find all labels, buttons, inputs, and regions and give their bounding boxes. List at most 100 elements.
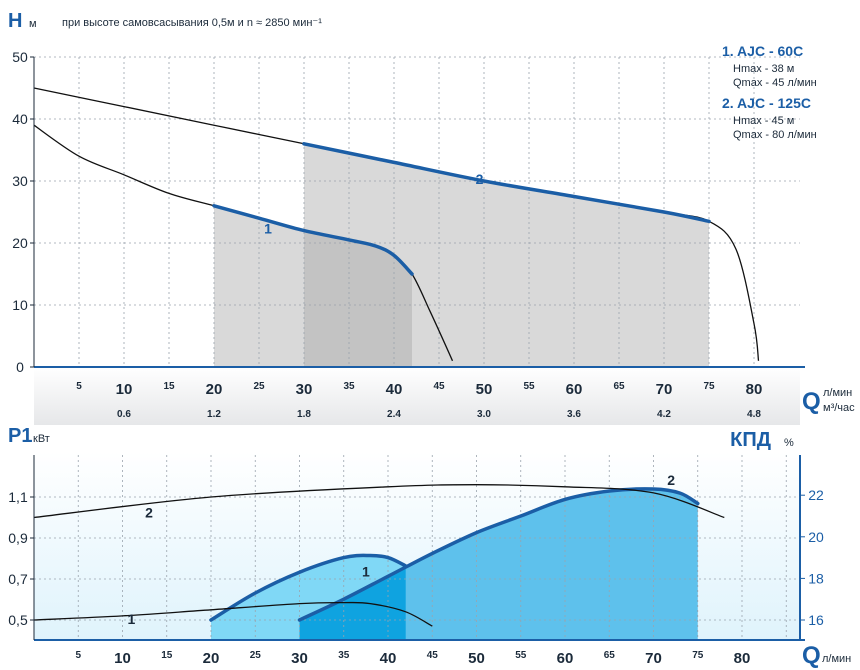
efficiency-y-tick-label: 18	[808, 570, 824, 586]
head-x-tick-label: 80	[746, 381, 763, 398]
head-y-ticks: 0 10 20 30 40 50	[12, 49, 34, 375]
efficiency-y-label: КПД	[730, 429, 771, 451]
power-x-minor-tick-label: 55	[515, 650, 527, 661]
power-y-tick-label: 0,9	[8, 530, 28, 546]
power-efficiency-curves: 1 2 1 2	[33, 472, 725, 627]
head-curve-label-2: 2	[476, 171, 484, 187]
efficiency-y-tick-label: 16	[808, 612, 824, 628]
legend-item-2-qmax: Qmax - 80 л/мин	[733, 129, 817, 141]
power-y-tick-label: 1,1	[8, 489, 28, 505]
head-x-unit-secondary: м³/час	[823, 402, 855, 414]
power-x-tick-label: 60	[557, 650, 574, 667]
efficiency-regions	[211, 488, 698, 640]
power-curve-2	[33, 484, 725, 519]
head-y-tick-label: 10	[12, 297, 28, 313]
head-x-minor-tick-label: 5	[76, 381, 82, 392]
efficiency-y-ticks: 16 18 20 22	[800, 487, 824, 628]
head-x-minor-tick-label: 25	[253, 381, 265, 392]
head-x-tick-label: 40	[386, 381, 403, 398]
power-efficiency-chart: 1 2 1 2 0,5 0,7 0,9 1,1 16 18 20 22 10 20 30 40 50 60 7…	[8, 425, 851, 669]
head-x-secondary-tick-label: 1.2	[207, 409, 221, 420]
head-x-tick-label: 20	[206, 381, 223, 398]
power-x-minor-tick-label: 5	[75, 650, 81, 661]
head-x-minor-tick-label: 75	[703, 381, 715, 392]
head-x-secondary-tick-label: 1.8	[297, 409, 311, 420]
legend-item-1-qmax: Qmax - 45 л/мин	[733, 77, 817, 89]
working-regions	[214, 143, 709, 367]
efficiency-region-overlap	[299, 567, 406, 640]
power-x-minor-tick-label: 35	[338, 650, 350, 661]
head-x-minor-tick-label: 65	[613, 381, 625, 392]
head-x-label: Q	[802, 388, 821, 415]
head-x-secondary-tick-label: 3.6	[567, 409, 581, 420]
power-x-minor-tick-label: 15	[161, 650, 173, 661]
legend-item-1-title: 1. AJC - 60C	[722, 43, 803, 59]
power-y-tick-label: 0,7	[8, 571, 28, 587]
head-curves: 12	[33, 87, 760, 362]
head-x-secondary-tick-label: 3.0	[477, 409, 491, 420]
head-y-unit: м	[29, 18, 37, 30]
legend-item-1-hmax: Hmax - 38 м	[733, 63, 794, 75]
working-region-overlap	[304, 230, 412, 367]
head-x-tick-label: 30	[296, 381, 313, 398]
power-curve-label-1: 1	[127, 611, 135, 627]
efficiency-y-unit: %	[784, 437, 794, 449]
head-x-minor-tick-label: 55	[523, 381, 535, 392]
head-axis-band	[34, 367, 800, 425]
efficiency-curve-2	[297, 487, 700, 622]
head-x-tick-label: 50	[476, 381, 493, 398]
efficiency-curve-label-1: 1	[362, 563, 370, 579]
efficiency-curve-1	[209, 553, 408, 622]
head-x-minor-tick-label: 35	[343, 381, 355, 392]
power-x-tick-label: 30	[291, 650, 308, 667]
power-y-label: P1	[8, 425, 32, 447]
head-y-tick-label: 20	[12, 235, 28, 251]
power-x-minor-tick-label: 65	[604, 650, 616, 661]
power-x-ticks: 10 20 30 40 50 60 70 80 5 15 25 35 45 55 65 75	[75, 650, 750, 667]
legend-item-2-title: 2. AJC - 125C	[722, 95, 811, 111]
head-grid	[34, 56, 800, 367]
power-x-minor-tick-label: 25	[250, 650, 262, 661]
head-y-tick-label: 30	[12, 173, 28, 189]
power-x-minor-tick-label: 45	[427, 650, 439, 661]
power-y-unit: кВт	[33, 433, 50, 445]
power-y-tick-label: 0,5	[8, 612, 28, 628]
head-x-secondary-tick-label: 0.6	[117, 409, 131, 420]
head-x-secondary-tick-label: 2.4	[387, 409, 401, 420]
head-curve-label-1: 1	[264, 221, 272, 237]
power-x-tick-label: 50	[468, 650, 485, 667]
power-curve-1	[33, 601, 433, 627]
power-x-tick-label: 80	[734, 650, 751, 667]
head-x-tick-label: 60	[566, 381, 583, 398]
head-x-minor-tick-label: 45	[433, 381, 445, 392]
head-y-label: H	[8, 10, 22, 32]
efficiency-y-tick-label: 22	[808, 487, 824, 503]
efficiency-y-tick-label: 20	[808, 529, 824, 545]
legend-item-2-hmax: Hmax - 45 м	[733, 115, 794, 127]
head-y-tick-label: 40	[12, 111, 28, 127]
head-y-tick-label: 0	[16, 359, 24, 375]
head-y-tick-label: 50	[12, 49, 28, 65]
head-x-ticks: 10 20 30 40 50 60 70 80 5 15 25 35 45 55 65 75 0.6 1.2 1.8…	[76, 381, 762, 420]
power-x-label: Q	[802, 642, 821, 669]
head-curve-2-working	[302, 142, 711, 224]
power-x-tick-label: 40	[380, 650, 397, 667]
power-x-tick-label: 70	[645, 650, 662, 667]
power-x-tick-label: 10	[114, 650, 131, 667]
head-x-unit: л/мин	[823, 387, 852, 399]
legend: 1. AJC - 60C Hmax - 38 м Qmax - 45 л/мин…	[722, 43, 817, 141]
power-x-minor-tick-label: 75	[692, 650, 704, 661]
power-x-unit: л/мин	[822, 653, 851, 665]
head-x-tick-label: 70	[656, 381, 673, 398]
head-x-secondary-tick-label: 4.8	[747, 409, 761, 420]
head-x-secondary-tick-label: 4.2	[657, 409, 671, 420]
efficiency-curve-label-2: 2	[667, 472, 675, 488]
power-y-ticks: 0,5 0,7 0,9 1,1	[8, 489, 34, 628]
chart-subtitle: при высоте самовсасывания 0,5м и n ≈ 285…	[62, 17, 322, 29]
head-x-minor-tick-label: 15	[163, 381, 175, 392]
power-curve-label-2: 2	[145, 505, 153, 521]
power-x-tick-label: 20	[203, 650, 220, 667]
head-curve-1-working	[212, 204, 414, 276]
